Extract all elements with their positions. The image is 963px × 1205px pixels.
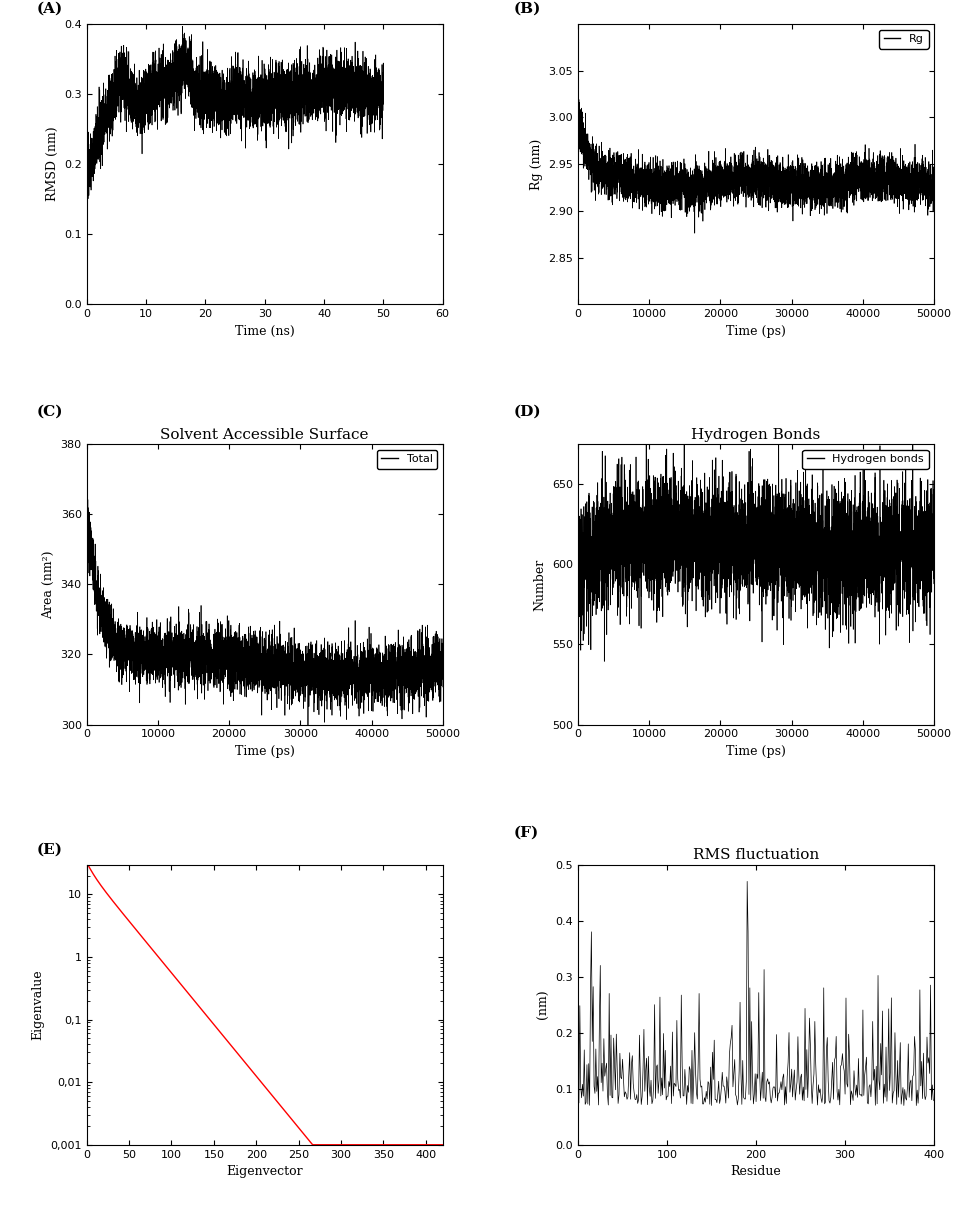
Y-axis label: RMSD (nm): RMSD (nm) bbox=[45, 127, 59, 201]
Text: (A): (A) bbox=[37, 1, 63, 16]
Title: Solvent Accessible Surface: Solvent Accessible Surface bbox=[161, 428, 369, 442]
X-axis label: Time (ns): Time (ns) bbox=[235, 324, 295, 337]
Title: RMS fluctuation: RMS fluctuation bbox=[693, 848, 820, 862]
Text: (C): (C) bbox=[37, 405, 64, 419]
Legend: Rg: Rg bbox=[879, 30, 928, 48]
X-axis label: Time (ps): Time (ps) bbox=[726, 324, 786, 337]
Legend: Hydrogen bonds: Hydrogen bonds bbox=[802, 449, 928, 469]
Text: (D): (D) bbox=[514, 405, 541, 419]
X-axis label: Time (ps): Time (ps) bbox=[726, 745, 786, 758]
Legend: Total: Total bbox=[377, 449, 437, 469]
Text: (B): (B) bbox=[514, 1, 541, 16]
Text: (E): (E) bbox=[37, 842, 63, 857]
Y-axis label: Area (nm²): Area (nm²) bbox=[42, 551, 55, 618]
Y-axis label: Eigenvalue: Eigenvalue bbox=[32, 969, 44, 1040]
Text: (F): (F) bbox=[514, 825, 539, 840]
X-axis label: Residue: Residue bbox=[731, 1165, 781, 1178]
Y-axis label: Rg (nm): Rg (nm) bbox=[530, 139, 543, 190]
X-axis label: Time (ps): Time (ps) bbox=[235, 745, 295, 758]
Y-axis label: (nm): (nm) bbox=[537, 989, 550, 1019]
X-axis label: Eigenvector: Eigenvector bbox=[226, 1165, 303, 1178]
Y-axis label: Number: Number bbox=[534, 558, 547, 611]
Title: Hydrogen Bonds: Hydrogen Bonds bbox=[691, 428, 820, 442]
